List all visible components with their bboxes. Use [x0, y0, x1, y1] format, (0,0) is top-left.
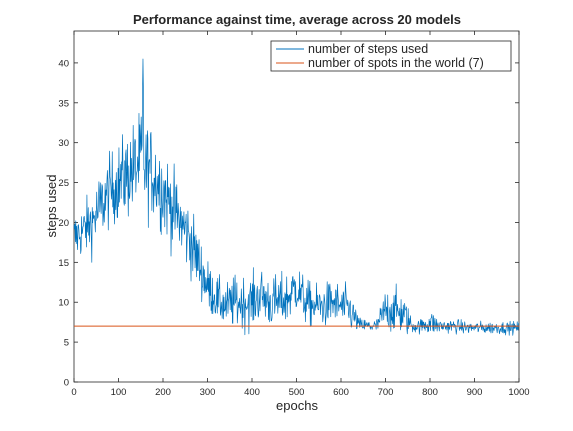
y-tick-label: 15 [58, 258, 69, 269]
x-tick-label: 900 [467, 387, 483, 398]
y-axis-ticks: 0 5 10 15 20 25 30 35 40 [58, 58, 519, 389]
series-line-steps-used [73, 58, 520, 336]
y-tick-label: 10 [58, 298, 69, 309]
x-tick-label: 700 [378, 387, 394, 398]
legend-label-steps-used: number of steps used [308, 42, 428, 56]
y-tick-label: 0 [64, 378, 69, 389]
x-tick-label: 1000 [508, 387, 529, 398]
x-tick-label: 600 [333, 387, 349, 398]
x-tick-label: 400 [244, 387, 260, 398]
y-tick-label: 20 [58, 218, 69, 229]
legend-label-spots-in-world: number of spots in the world (7) [308, 56, 484, 70]
x-axis-ticks: 0 100 200 300 400 500 600 700 800 900 1000 [71, 31, 530, 398]
y-tick-label: 5 [64, 338, 69, 349]
x-axis-label: epochs [276, 398, 318, 413]
x-tick-label: 800 [422, 387, 438, 398]
legend: number of steps used number of spots in … [270, 40, 512, 72]
y-tick-label: 35 [58, 98, 69, 109]
y-axis-label: steps used [44, 175, 59, 238]
x-tick-label: 100 [111, 387, 127, 398]
x-tick-label: 0 [71, 387, 76, 398]
plot-area: 0 100 200 300 400 500 600 700 800 900 1000 0 5 10 15 2… [58, 30, 530, 398]
y-tick-label: 25 [58, 178, 69, 189]
y-tick-label: 40 [58, 58, 69, 69]
legend-box [270, 40, 512, 72]
x-tick-label: 200 [155, 387, 171, 398]
x-tick-label: 300 [200, 387, 216, 398]
x-tick-label: 500 [289, 387, 305, 398]
chart-title: Performance against time, average across… [133, 12, 461, 27]
series-layer [73, 58, 520, 336]
y-tick-label: 30 [58, 138, 69, 149]
